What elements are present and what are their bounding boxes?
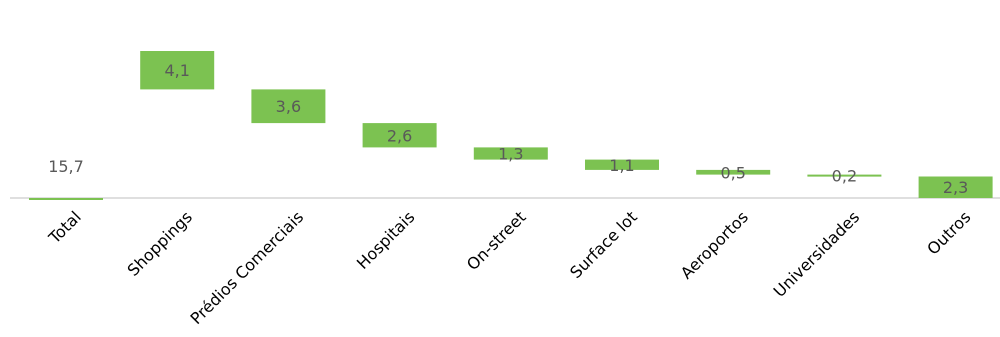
data-label-surface-lot: 1,1 [609,156,634,175]
category-label-predios-comerciais: Prédios Comerciais [187,207,308,328]
data-labels-group: 15,7 4,1 3,6 2,6 1,3 1,1 0,5 0,2 2,3 [48,61,968,197]
bar-surface-lot [585,159,659,170]
bar-total [29,198,103,200]
category-label-universidades: Universidades [770,207,864,301]
category-label-hospitais: Hospitais [353,207,418,272]
data-label-aeroportos: 0,5 [720,163,745,182]
bar-aeroportos [696,169,771,175]
category-label-on-street: On-street [463,207,530,274]
data-label-shoppings: 4,1 [164,61,189,80]
category-label-aeroportos: Aeroportos [677,207,752,282]
category-label-outros: Outros [923,207,974,258]
data-label-universidades: 0,2 [832,167,857,186]
data-label-outros: 2,3 [943,178,968,197]
bar-universidades [807,174,882,177]
category-label-total: Total [44,207,85,248]
data-label-on-street: 1,3 [498,145,523,164]
bar-shoppings [140,51,215,90]
data-label-predios-comerciais: 3,6 [276,97,301,116]
bar-on-street [473,147,548,160]
category-label-surface-lot: Surface lot [566,207,641,282]
category-label-shoppings: Shoppings [124,207,196,279]
bar-predios-comerciais [251,89,326,124]
data-label-total: 15,7 [48,157,84,176]
bar-outros [918,176,993,198]
bar-hospitais [362,123,437,148]
data-label-hospitais: 2,6 [387,126,412,145]
bars-group [29,51,993,200]
